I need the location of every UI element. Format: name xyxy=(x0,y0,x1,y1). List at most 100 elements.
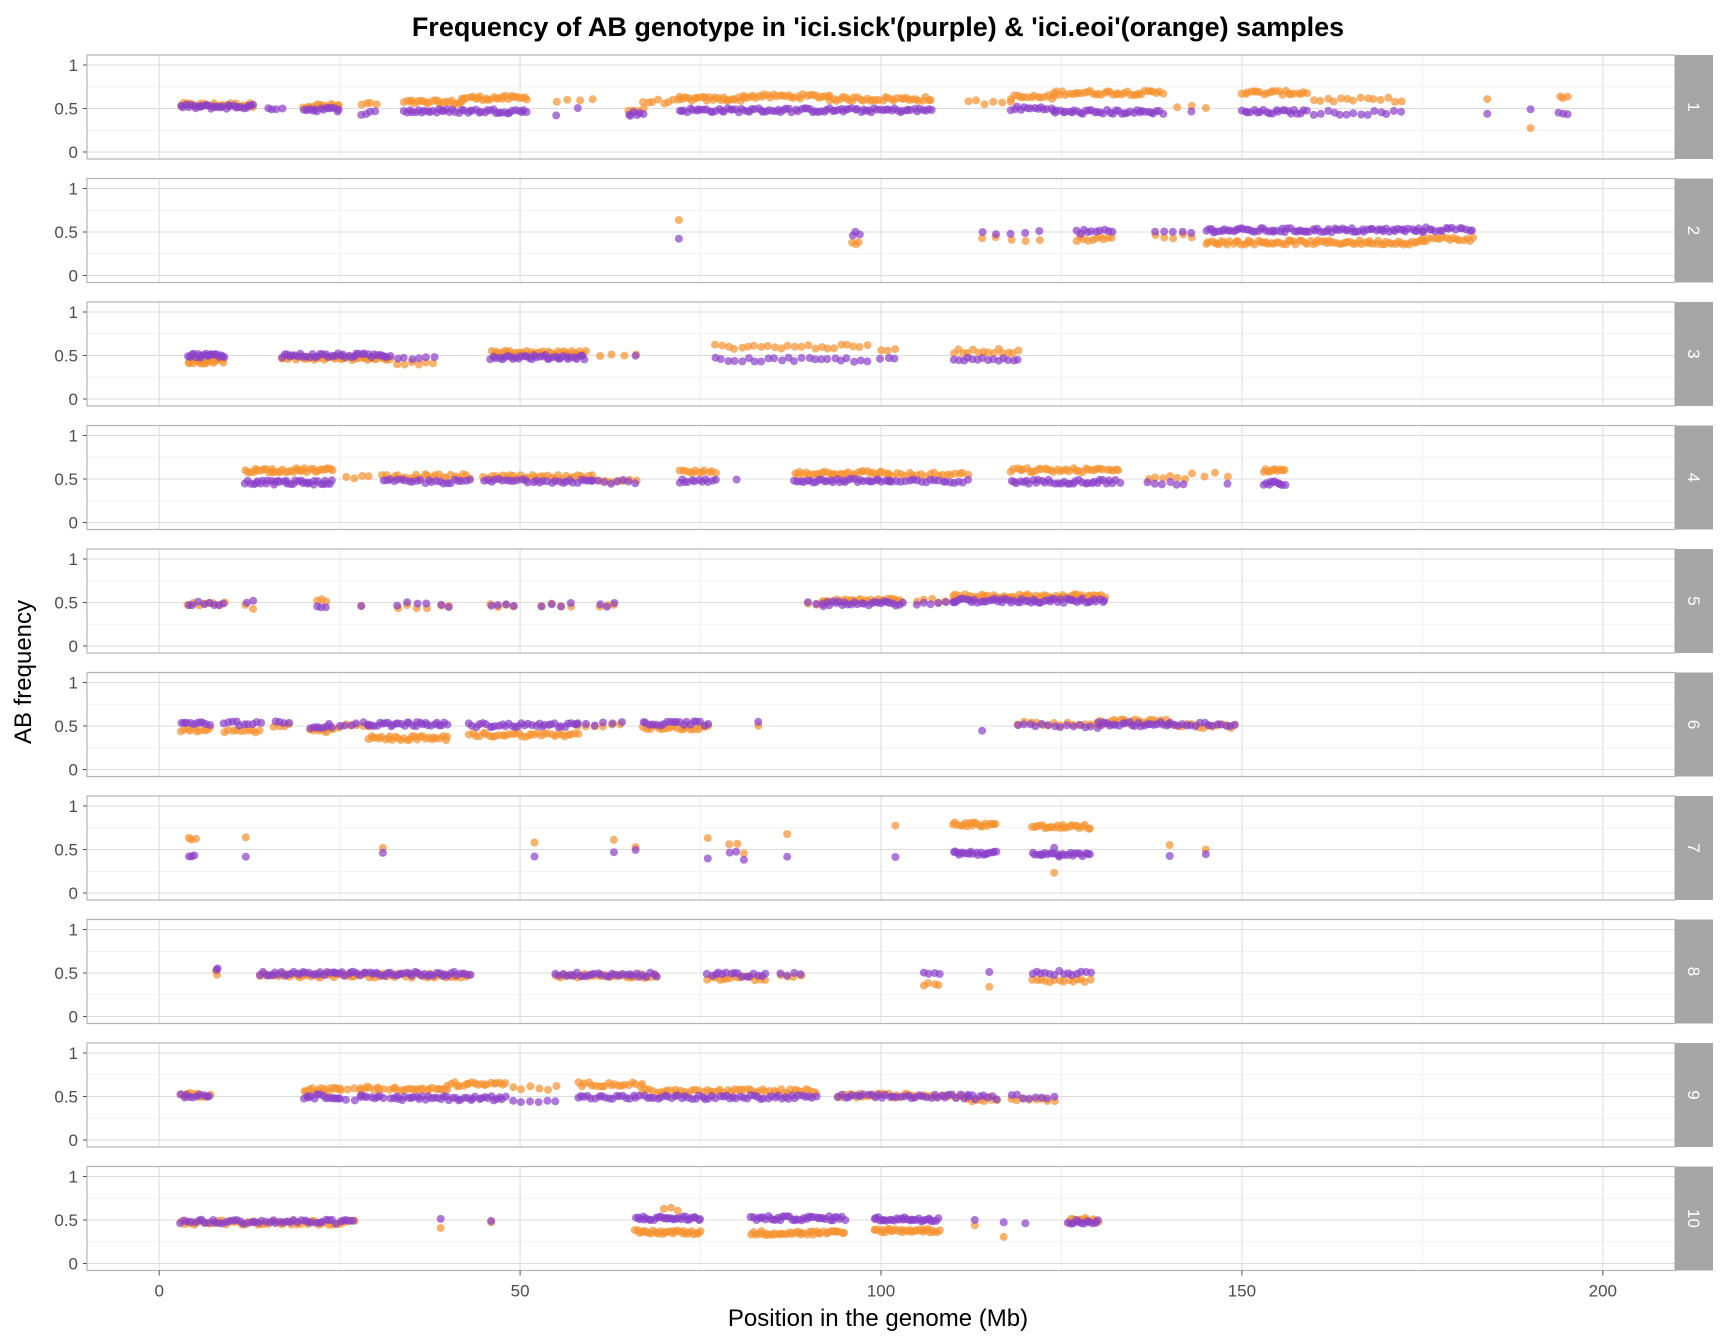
data-point-sick xyxy=(393,601,402,610)
data-point-eoi xyxy=(1021,237,1030,246)
data-point-sick xyxy=(912,600,921,609)
data-point-sick xyxy=(1563,110,1572,119)
x-tick-label: 100 xyxy=(867,1282,895,1301)
data-point-sick xyxy=(1160,227,1169,236)
data-point-eoi xyxy=(840,1228,849,1237)
x-axis: 0 50 100 150 200 xyxy=(154,1270,1617,1301)
data-point-sick xyxy=(985,968,994,976)
data-point-sick xyxy=(1526,105,1535,114)
data-point-eoi xyxy=(544,1085,552,1094)
y-tick-label: 0.5 xyxy=(54,1211,78,1230)
data-point-sick xyxy=(934,1214,943,1223)
data-point-eoi xyxy=(934,981,943,990)
data-point-eoi xyxy=(1526,124,1535,133)
data-point-sick xyxy=(783,971,791,980)
data-point-eoi xyxy=(891,345,900,354)
data-point-eoi xyxy=(1303,89,1312,98)
data-point-eoi xyxy=(1114,466,1123,475)
data-point-eoi xyxy=(1173,103,1182,112)
data-point-sick xyxy=(242,598,251,607)
data-point-sick xyxy=(696,1215,704,1223)
data-point-sick xyxy=(547,600,556,609)
data-point-eoi xyxy=(757,342,766,351)
data-point-eoi xyxy=(811,344,820,353)
data-point-sick xyxy=(1166,478,1175,486)
data-point-eoi xyxy=(328,466,337,475)
data-point-sick xyxy=(978,726,987,735)
x-tick-label: 150 xyxy=(1228,1282,1256,1301)
data-point-eoi xyxy=(985,982,994,991)
data-point-sick xyxy=(1187,228,1196,237)
data-point-eoi xyxy=(1050,868,1059,877)
data-point-sick xyxy=(334,105,343,114)
y-tick-label: 1 xyxy=(69,921,78,940)
data-point-sick xyxy=(1370,107,1379,115)
data-point-sick xyxy=(1087,968,1096,977)
data-point-sick xyxy=(1230,720,1239,729)
data-point-eoi xyxy=(733,839,742,848)
data-point-sick xyxy=(357,602,366,611)
data-point-eoi xyxy=(989,97,998,106)
data-point-eoi xyxy=(842,340,851,349)
data-point-sick xyxy=(776,969,785,978)
data-point-eoi xyxy=(696,1227,705,1236)
data-point-eoi xyxy=(1165,841,1174,849)
data-point-sick xyxy=(403,598,412,607)
data-point-eoi xyxy=(241,833,250,842)
data-point-sick xyxy=(1025,1094,1034,1103)
data-point-sick xyxy=(1069,722,1078,731)
facet-strip-label: 1 xyxy=(1684,102,1703,111)
data-point-sick xyxy=(1062,721,1071,730)
data-point-eoi xyxy=(517,1085,525,1094)
y-tick-label: 0.5 xyxy=(54,100,78,119)
data-point-eoi xyxy=(1369,95,1378,104)
data-point-sick xyxy=(778,356,787,365)
data-point-sick xyxy=(1483,109,1492,118)
data-point-eoi xyxy=(674,216,683,224)
data-point-sick xyxy=(219,599,228,608)
data-point-sick xyxy=(340,721,349,730)
data-point-sick xyxy=(757,357,766,366)
data-point-sick xyxy=(992,1095,1001,1104)
data-point-eoi xyxy=(711,469,720,477)
data-point-eoi xyxy=(526,1082,535,1091)
data-point-eoi xyxy=(877,346,886,355)
data-point-sick xyxy=(1056,723,1064,732)
data-point-eoi xyxy=(659,1204,668,1213)
data-point-eoi xyxy=(563,95,572,104)
data-point-eoi xyxy=(991,819,1000,828)
data-point-eoi xyxy=(350,474,359,483)
y-tick-label: 0 xyxy=(69,761,78,780)
data-point-sick xyxy=(213,964,222,973)
data-point-eoi xyxy=(1483,95,1492,104)
data-point-sick xyxy=(1281,481,1290,489)
data-point-sick xyxy=(206,721,215,730)
data-point-sick xyxy=(674,234,683,243)
data-point-eoi xyxy=(673,1206,682,1215)
data-point-eoi xyxy=(1080,977,1089,986)
data-point-sick xyxy=(631,846,640,854)
facet-strip xyxy=(1675,1166,1713,1271)
data-point-sick xyxy=(935,970,944,978)
data-point-eoi xyxy=(249,604,258,613)
data-point-sick xyxy=(509,601,518,610)
data-point-eoi xyxy=(1086,975,1095,984)
data-point-sick xyxy=(379,1094,388,1102)
data-point-sick xyxy=(761,969,770,978)
data-point-sick xyxy=(607,479,615,488)
data-point-sick xyxy=(1363,110,1372,119)
data-point-eoi xyxy=(620,351,629,360)
data-point-eoi xyxy=(1397,97,1406,106)
data-point-sick xyxy=(754,717,763,726)
data-point-sick xyxy=(422,599,431,608)
data-point-sick xyxy=(978,228,987,237)
data-point-eoi xyxy=(883,346,892,355)
y-tick-label: 1 xyxy=(69,1044,78,1063)
data-point-eoi xyxy=(654,95,662,104)
facet-strip-label: 4 xyxy=(1684,473,1703,482)
data-point-eoi xyxy=(501,1079,510,1087)
data-point-eoi xyxy=(192,834,200,843)
data-point-eoi xyxy=(749,341,758,350)
x-tick-label: 200 xyxy=(1589,1282,1617,1301)
